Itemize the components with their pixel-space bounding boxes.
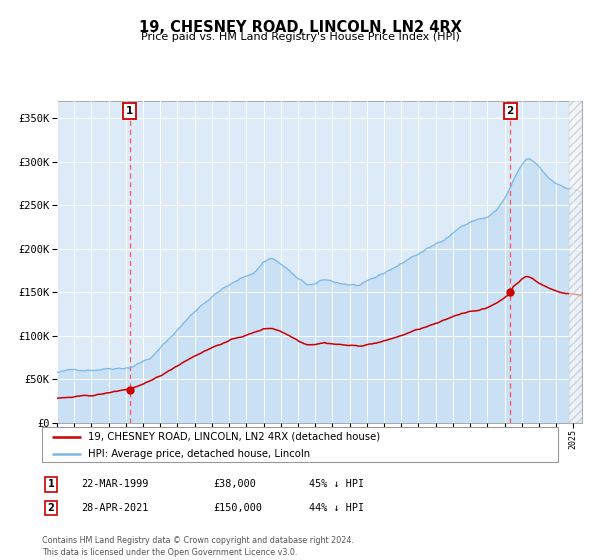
Text: £150,000: £150,000 [213,503,262,513]
Text: 1: 1 [47,479,55,489]
FancyBboxPatch shape [42,427,558,462]
Text: 22-MAR-1999: 22-MAR-1999 [81,479,148,489]
Text: Price paid vs. HM Land Registry's House Price Index (HPI): Price paid vs. HM Land Registry's House … [140,32,460,43]
Text: 28-APR-2021: 28-APR-2021 [81,503,148,513]
Text: 19, CHESNEY ROAD, LINCOLN, LN2 4RX: 19, CHESNEY ROAD, LINCOLN, LN2 4RX [139,20,461,35]
Text: £38,000: £38,000 [213,479,256,489]
Text: 45% ↓ HPI: 45% ↓ HPI [309,479,364,489]
Text: 2: 2 [47,503,55,513]
Text: 44% ↓ HPI: 44% ↓ HPI [309,503,364,513]
Text: 2: 2 [506,106,514,115]
Text: 1: 1 [126,106,133,115]
Text: 19, CHESNEY ROAD, LINCOLN, LN2 4RX (detached house): 19, CHESNEY ROAD, LINCOLN, LN2 4RX (deta… [88,432,380,442]
Text: HPI: Average price, detached house, Lincoln: HPI: Average price, detached house, Linc… [88,449,311,459]
Text: Contains HM Land Registry data © Crown copyright and database right 2024.
This d: Contains HM Land Registry data © Crown c… [42,536,354,557]
